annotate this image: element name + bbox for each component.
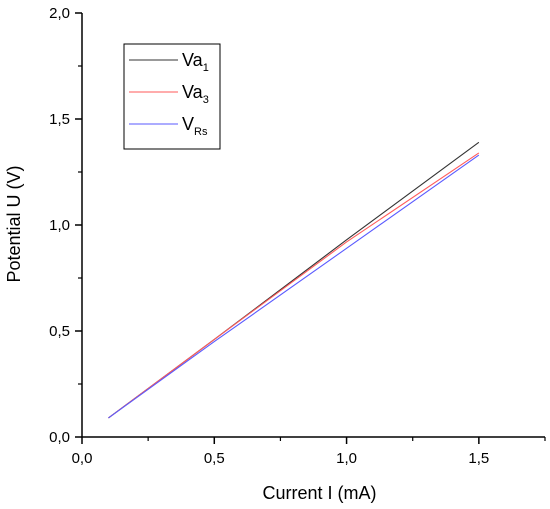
legend: Va1 Va3 VRs <box>123 43 221 150</box>
legend-label-va3: Va3 <box>182 82 209 106</box>
y-tick-label: 0,0 <box>49 429 70 446</box>
x-tick-label: 0,5 <box>204 450 225 467</box>
plot-area <box>108 141 480 419</box>
series-line-va3 <box>108 152 480 419</box>
legend-box <box>123 43 221 150</box>
y-tick-label: 0,5 <box>49 323 70 340</box>
x-tick-label: 1,0 <box>336 450 357 467</box>
y-axis-title: Potential U (V) <box>4 165 24 282</box>
y-tick-label: 2,0 <box>49 5 70 22</box>
legend-label-va1: Va1 <box>182 50 209 74</box>
x-tick-label: 0,0 <box>72 450 93 467</box>
x-axis-title: Current I (mA) <box>262 483 376 503</box>
y-tick-label: 1,0 <box>49 217 70 234</box>
y-tick-label: 1,5 <box>49 111 70 128</box>
x-tick-label: 1,5 <box>468 450 489 467</box>
axes: 0,0 0,5 1,0 1,5 2,0 0,0 0,5 1,0 1,5 <box>49 5 546 467</box>
legend-label-vrs: VRs <box>182 114 208 138</box>
series-line-vrs <box>108 154 480 419</box>
